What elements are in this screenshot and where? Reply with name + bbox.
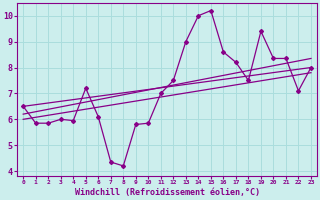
X-axis label: Windchill (Refroidissement éolien,°C): Windchill (Refroidissement éolien,°C) bbox=[75, 188, 260, 197]
